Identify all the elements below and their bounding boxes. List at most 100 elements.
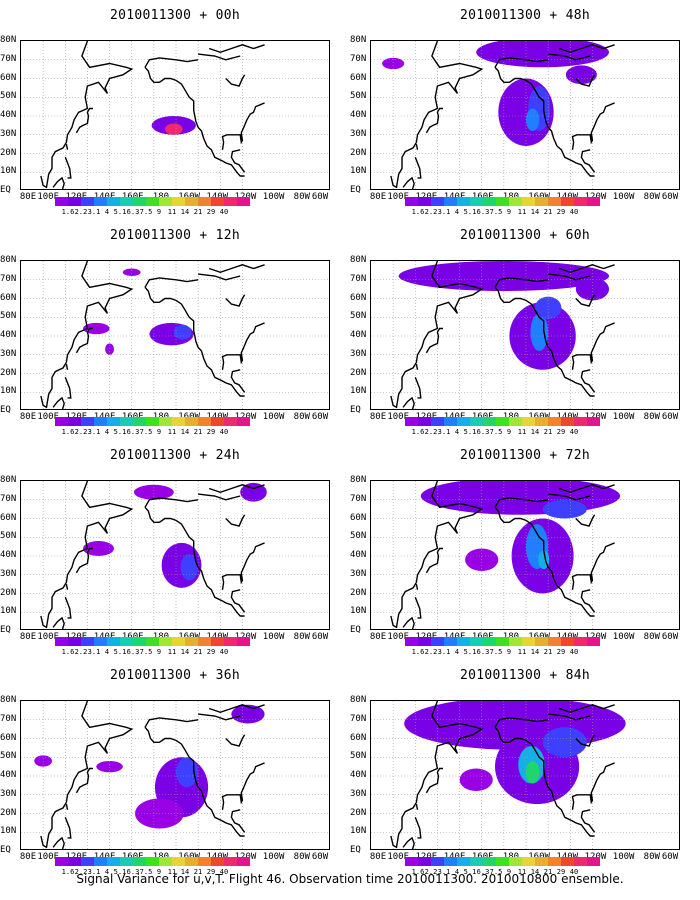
colorbar (55, 857, 250, 866)
map-plot (20, 40, 330, 190)
colorbar-swatch (431, 637, 444, 646)
coastline (230, 589, 246, 613)
coastline (558, 264, 615, 274)
lon-tick-label: 60W (661, 852, 679, 862)
colorbar-swatch (146, 197, 159, 206)
panel-title: 2010011300 + 72h (459, 448, 591, 463)
colorbar-swatch (133, 417, 146, 426)
lat-tick-label: 10N (350, 826, 367, 837)
colorbar-swatch (418, 417, 431, 426)
colorbar-label: 5.1 (463, 868, 477, 876)
colorbar-label: 11 (517, 648, 527, 656)
colorbar-label: 9 (506, 868, 512, 876)
coastline (221, 542, 265, 590)
map-plot (370, 480, 680, 630)
colorbar (405, 197, 600, 206)
colorbar-swatch (224, 197, 237, 206)
panel-title: 2010011300 + 12h (109, 228, 241, 243)
colorbar-swatch (224, 857, 237, 866)
coastline (571, 322, 615, 370)
lat-tick-label: 40N (350, 110, 367, 120)
coastline (40, 261, 134, 409)
colorbar-swatch (535, 857, 548, 866)
colorbar-label: 2.2 (74, 648, 88, 656)
lat-tick-label: 80N (0, 35, 17, 45)
coastline (64, 817, 72, 839)
colorbar-swatch (535, 417, 548, 426)
colorbar-swatch (418, 857, 431, 866)
lon-tick-label: 60W (311, 412, 329, 422)
colorbar-swatch (548, 417, 561, 426)
coastline (75, 547, 93, 574)
colorbar-swatch (535, 197, 548, 206)
colorbar-swatch (94, 417, 107, 426)
coastline (494, 66, 595, 177)
coastline (558, 484, 615, 494)
lat-tick-label: 20N (350, 807, 367, 818)
colorbar-swatch (587, 197, 600, 206)
colorbar-swatch (133, 637, 146, 646)
coastline (64, 377, 72, 399)
lon-tick-label: 80W (643, 192, 660, 202)
colorbar-swatch (81, 197, 94, 206)
colorbar-swatch (198, 197, 211, 206)
coastline (414, 597, 422, 619)
colorbar-label: 21 (543, 648, 553, 656)
colorbar-label: 21 (193, 868, 203, 876)
lon-tick-label: 100E (387, 852, 410, 862)
colorbar-swatch (55, 857, 68, 866)
colorbar-swatch (405, 197, 418, 206)
coastline (580, 589, 596, 613)
lon-tick-label: 80E (19, 412, 37, 422)
colorbar-label: 7.5 (489, 648, 503, 656)
coastline (494, 717, 549, 728)
map-panel: 2010011300 + 60h 80N 70N 60N 50N 40N 30N 20N 10N… (350, 220, 700, 445)
lat-tick-label: 20N (350, 367, 367, 378)
colorbar-swatch (548, 637, 561, 646)
lon-tick-label: 60W (311, 632, 329, 642)
signal-contour (476, 41, 610, 68)
coastline (198, 713, 241, 721)
colorbar-label: 40 (219, 648, 229, 656)
lat-tick-label: 10N (0, 166, 17, 177)
coastline (144, 57, 199, 68)
lat-tick-label: 30N (0, 568, 17, 579)
colorbar-label: 40 (569, 648, 579, 656)
colorbar-label: 2.2 (424, 208, 438, 216)
colorbar-swatch (198, 637, 211, 646)
colorbar-swatch (483, 857, 496, 866)
map-canvas (371, 701, 679, 849)
lon-tick-label: 100W (612, 412, 635, 422)
signal-contour (83, 541, 114, 556)
coastline (575, 514, 596, 527)
colorbar-label: 40 (219, 208, 229, 216)
colorbar-swatch (68, 417, 81, 426)
colorbar-label: 4 (454, 868, 460, 876)
lat-tick-label: 20N (350, 587, 367, 598)
signal-contour (83, 322, 110, 335)
colorbar-label: 11 (167, 868, 177, 876)
colorbar-swatch (457, 197, 470, 206)
lat-tick-label: 30N (0, 788, 17, 799)
coastline (580, 809, 596, 833)
signal-contour (526, 761, 540, 784)
colorbar-swatch (185, 857, 198, 866)
lon-tick-label: 80E (369, 852, 387, 862)
colorbar-label: 5.1 (113, 208, 127, 216)
colorbar-label: 14 (530, 868, 540, 876)
colorbar-swatch (587, 857, 600, 866)
lat-tick-label: 60N (350, 732, 367, 743)
colorbar-swatch (185, 417, 198, 426)
colorbar-swatch (133, 857, 146, 866)
lat-tick-label: 10N (0, 386, 17, 397)
signal-contour (530, 313, 549, 351)
lon-tick-label: 80W (293, 852, 310, 862)
colorbar-label: 7.5 (139, 868, 153, 876)
colorbar-swatch (509, 197, 522, 206)
colorbar-swatch (457, 637, 470, 646)
lon-tick-label: 80W (293, 412, 310, 422)
colorbar-swatch (418, 637, 431, 646)
lat-tick-label: 30N (350, 568, 367, 579)
colorbar-swatch (120, 197, 133, 206)
